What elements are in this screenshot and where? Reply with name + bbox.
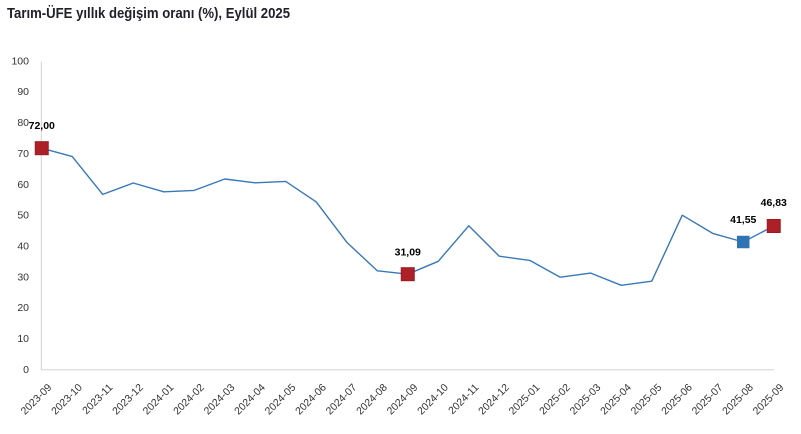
svg-text:100: 100 xyxy=(11,55,29,67)
svg-text:41,55: 41,55 xyxy=(730,214,756,226)
svg-text:90: 90 xyxy=(17,86,29,98)
svg-text:60: 60 xyxy=(17,179,29,191)
svg-text:46,83: 46,83 xyxy=(761,197,787,209)
svg-text:20: 20 xyxy=(17,302,29,314)
svg-text:50: 50 xyxy=(17,210,29,222)
svg-text:31,09: 31,09 xyxy=(395,247,421,259)
svg-text:72,00: 72,00 xyxy=(29,120,55,132)
svg-text:30: 30 xyxy=(17,271,29,283)
svg-text:80: 80 xyxy=(17,117,29,129)
svg-text:40: 40 xyxy=(17,240,29,252)
svg-text:10: 10 xyxy=(17,333,29,345)
svg-text:0: 0 xyxy=(23,364,29,376)
svg-text:70: 70 xyxy=(17,148,29,160)
svg-text:Tarım-ÜFE yıllık değişim oranı: Tarım-ÜFE yıllık değişim oranı (%), Eylü… xyxy=(7,5,290,22)
